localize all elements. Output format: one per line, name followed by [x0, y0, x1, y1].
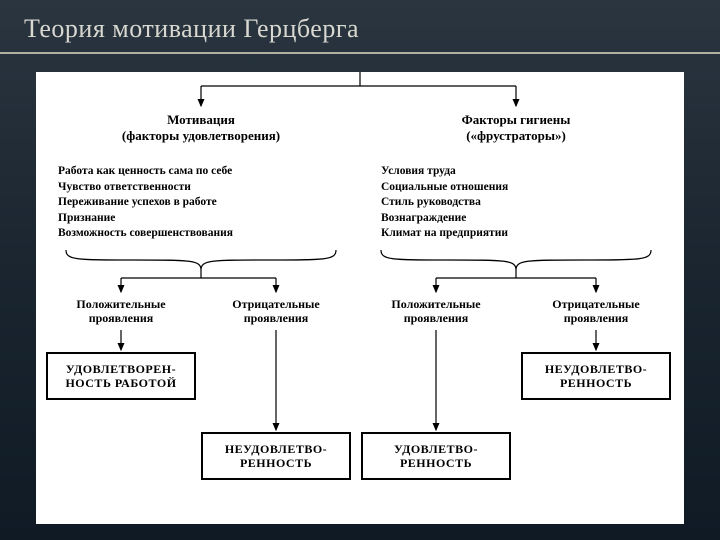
box-right-positive: УДОВЛЕТВО- РЕННОСТЬ [361, 432, 511, 480]
box-left-neg-l2: РЕННОСТЬ [225, 456, 327, 470]
right-sub-pos-l2: проявления [376, 311, 496, 325]
box-right-pos-l2: РЕННОСТЬ [394, 456, 478, 470]
right-factor-2: Стиль руководства [381, 195, 508, 211]
box-left-pos-l2: НОСТЬ РАБОТОЙ [65, 376, 176, 390]
slide-title: Теория мотивации Герцберга [0, 0, 720, 54]
box-left-pos-l1: УДОВЛЕТВОРЕН- [65, 362, 176, 376]
left-factor-0: Работа как ценность сама по себе [58, 164, 233, 180]
box-left-positive: УДОВЛЕТВОРЕН- НОСТЬ РАБОТОЙ [46, 352, 196, 400]
right-factor-0: Условия труда [381, 164, 508, 180]
right-sub-negative: Отрицательные проявления [536, 297, 656, 326]
right-heading-l2: («фрустраторы») [416, 128, 616, 144]
right-factors: Условия труда Социальные отношения Стиль… [381, 164, 508, 242]
right-factor-3: Вознаграждение [381, 211, 508, 227]
left-factor-1: Чувство ответственности [58, 180, 233, 196]
left-sub-neg-l2: проявления [216, 311, 336, 325]
box-right-negative: НЕУДОВЛЕТВО- РЕННОСТЬ [521, 352, 671, 400]
box-left-negative: НЕУДОВЛЕТВО- РЕННОСТЬ [201, 432, 351, 480]
left-heading-l2: (факторы удовлетворения) [96, 128, 306, 144]
diagram-panel: Мотивация (факторы удовлетворения) Работ… [36, 72, 684, 524]
left-sub-negative: Отрицательные проявления [216, 297, 336, 326]
left-sub-positive: Положительные проявления [61, 297, 181, 326]
left-factor-3: Признание [58, 211, 233, 227]
left-sub-neg-l1: Отрицательные [216, 297, 336, 311]
box-right-neg-l2: РЕННОСТЬ [545, 376, 647, 390]
right-sub-positive: Положительные проявления [376, 297, 496, 326]
right-sub-neg-l1: Отрицательные [536, 297, 656, 311]
right-sub-neg-l2: проявления [536, 311, 656, 325]
left-sub-pos-l1: Положительные [61, 297, 181, 311]
left-factor-4: Возможность совершенствования [58, 226, 233, 242]
left-factor-2: Переживание успехов в работе [58, 195, 233, 211]
left-heading-l1: Мотивация [96, 112, 306, 128]
left-sub-pos-l2: проявления [61, 311, 181, 325]
right-factor-4: Климат на предприятии [381, 226, 508, 242]
box-right-pos-l1: УДОВЛЕТВО- [394, 442, 478, 456]
right-heading-l1: Факторы гигиены [416, 112, 616, 128]
right-heading: Факторы гигиены («фрустраторы») [416, 112, 616, 143]
right-sub-pos-l1: Положительные [376, 297, 496, 311]
box-left-neg-l1: НЕУДОВЛЕТВО- [225, 442, 327, 456]
left-heading: Мотивация (факторы удовлетворения) [96, 112, 306, 143]
box-right-neg-l1: НЕУДОВЛЕТВО- [545, 362, 647, 376]
left-factors: Работа как ценность сама по себе Чувство… [58, 164, 233, 242]
right-factor-1: Социальные отношения [381, 180, 508, 196]
